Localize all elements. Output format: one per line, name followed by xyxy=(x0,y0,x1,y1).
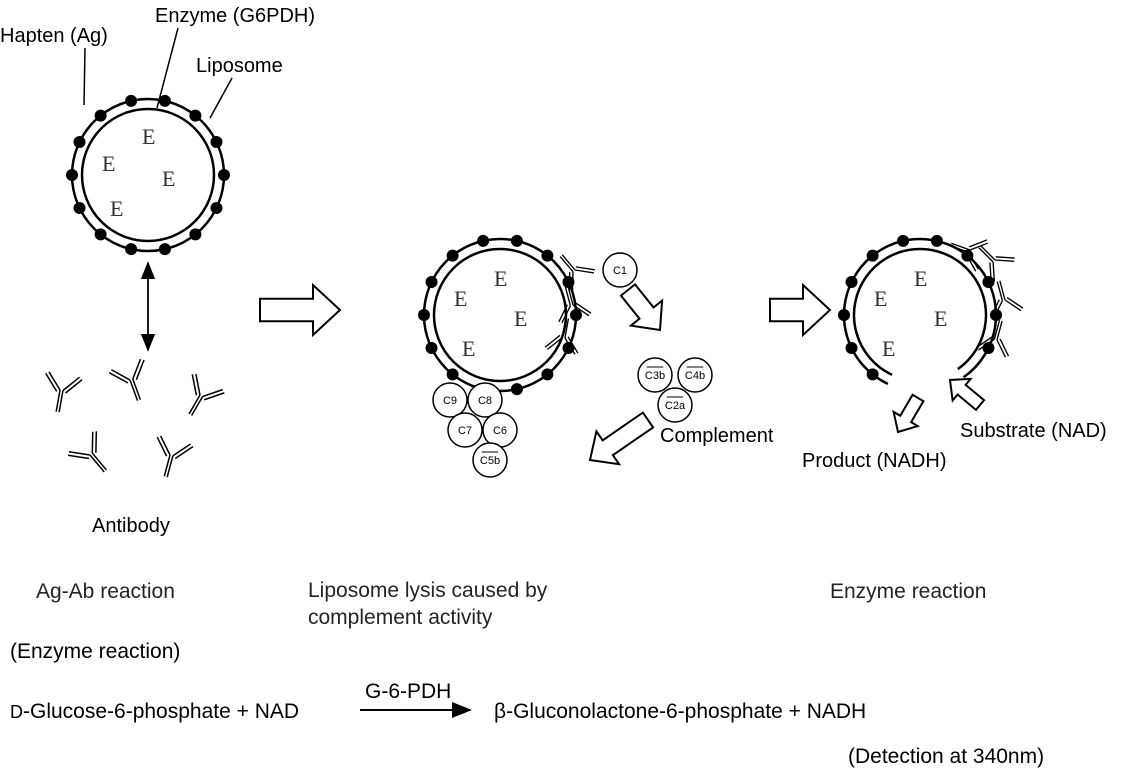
enzyme-letter: E xyxy=(514,306,527,332)
enzyme-letter: E xyxy=(102,151,115,177)
label-complement: Complement xyxy=(660,425,773,448)
enzyme-letter: E xyxy=(494,266,507,292)
enzyme-letter: E xyxy=(934,306,947,332)
enzyme-letter: E xyxy=(454,286,467,312)
enzyme-letter: E xyxy=(874,286,887,312)
caption-mid2: complement activity xyxy=(308,606,492,630)
label-substrate: Substrate (NAD) xyxy=(960,420,1107,443)
caption-left: Ag-Ab reaction xyxy=(36,580,175,604)
label-product: Product (NADH) xyxy=(802,450,946,473)
enzyme-letter: E xyxy=(142,124,155,150)
label-antibody: Antibody xyxy=(92,515,170,538)
reaction-enzyme-above: G-6-PDH xyxy=(365,680,451,704)
svg-text:C3b: C3b xyxy=(645,370,665,382)
caption-right: Enzyme reaction xyxy=(830,580,986,604)
reaction-detection: (Detection at 340nm) xyxy=(848,745,1044,769)
enzyme-letter: E xyxy=(162,166,175,192)
svg-text:C8: C8 xyxy=(478,395,492,407)
enzyme-letter: E xyxy=(914,266,927,292)
caption-mid1: Liposome lysis caused by xyxy=(308,579,547,603)
enzyme-letter: E xyxy=(882,336,895,362)
reaction-lhs: D-Glucose-6-phosphate + NAD xyxy=(10,700,299,724)
label-liposome: Liposome xyxy=(196,55,283,78)
svg-text:C9: C9 xyxy=(443,395,457,407)
svg-text:C2a: C2a xyxy=(665,400,686,412)
label-enzyme: Enzyme (G6PDH) xyxy=(155,5,315,28)
label-hapten: Hapten (Ag) xyxy=(0,25,108,48)
svg-text:C6: C6 xyxy=(493,425,507,437)
svg-text:C1: C1 xyxy=(613,265,627,277)
enzyme-letter: E xyxy=(110,196,123,222)
reaction-header: (Enzyme reaction) xyxy=(10,640,180,664)
enzyme-letter: E xyxy=(462,336,475,362)
svg-text:C5b: C5b xyxy=(480,455,500,467)
reaction-rhs: β-Gluconolactone-6-phosphate + NADH xyxy=(494,700,866,724)
svg-text:C4b: C4b xyxy=(685,370,705,382)
svg-text:C7: C7 xyxy=(458,425,472,437)
